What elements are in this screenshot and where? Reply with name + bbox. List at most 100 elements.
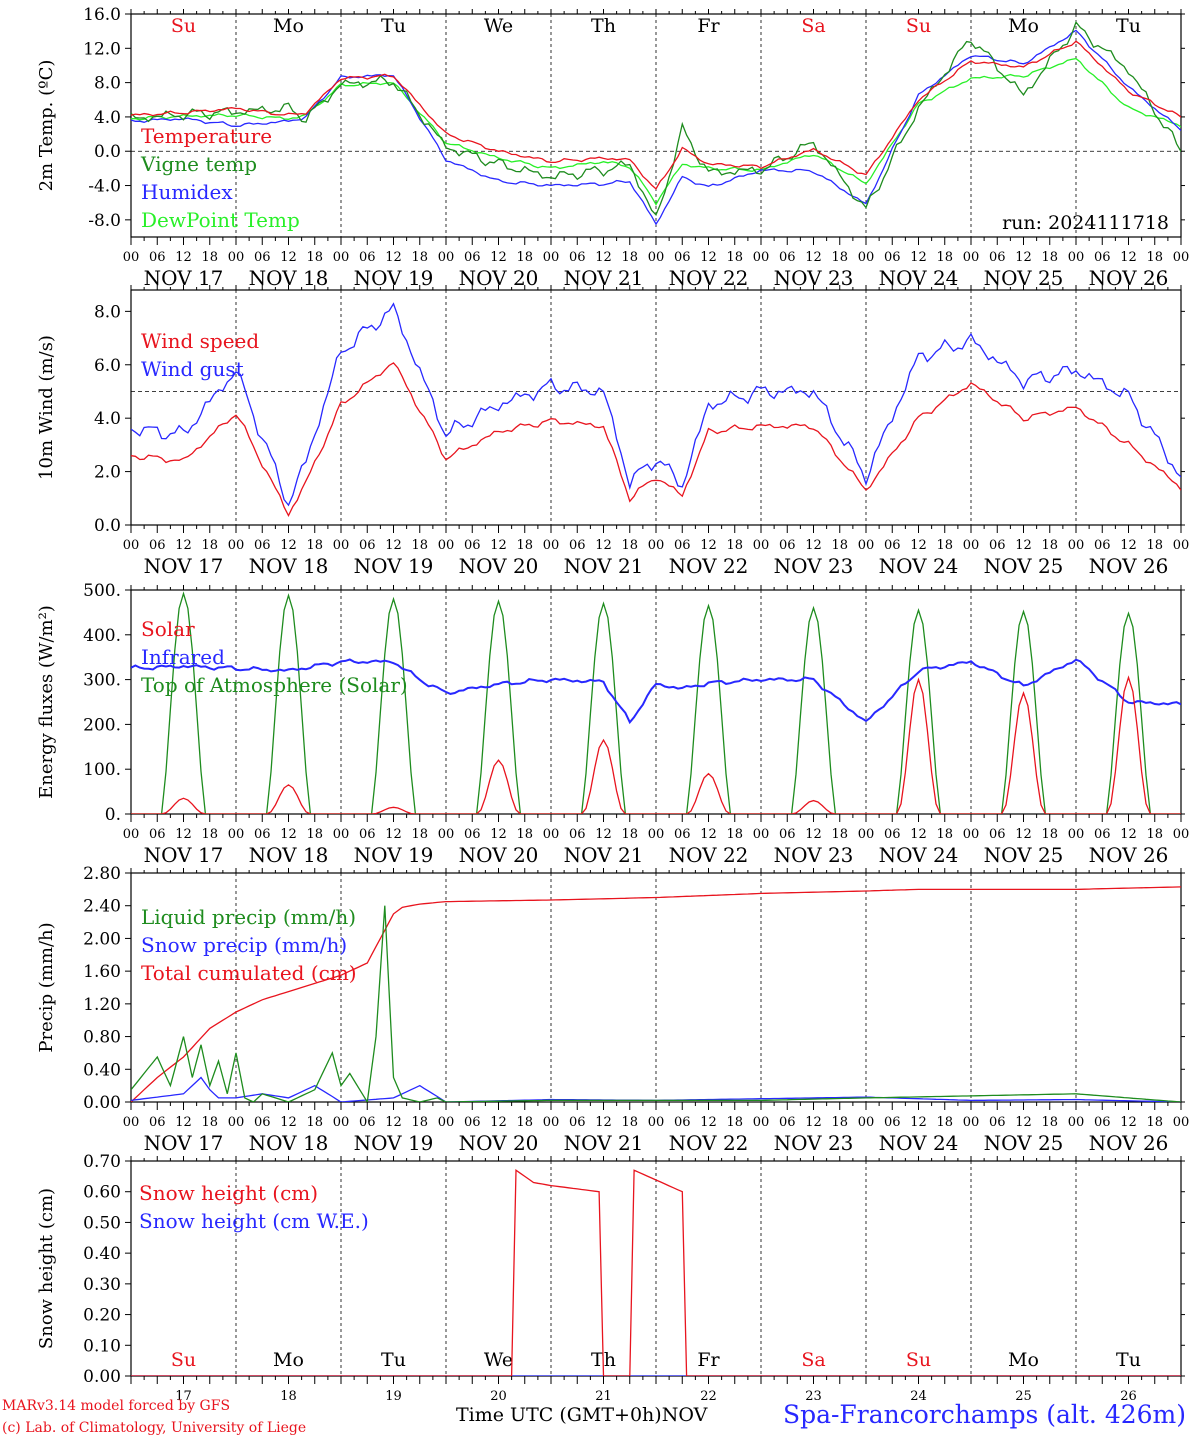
- hour-tick-label: 06: [989, 1115, 1006, 1130]
- y-axis-label: 10m Wind (m/s): [36, 335, 57, 480]
- hour-tick-label: 18: [201, 538, 218, 553]
- hour-tick-label: 18: [936, 827, 953, 842]
- hour-tick-label: 06: [569, 1115, 586, 1130]
- hour-tick-label: 06: [149, 1115, 166, 1130]
- day-number-label: 25: [1015, 1389, 1032, 1404]
- hour-tick-label: 12: [1120, 827, 1137, 842]
- hour-tick-label: 00: [543, 250, 560, 265]
- hour-tick-label: 06: [254, 827, 271, 842]
- hour-tick-label: 18: [306, 827, 323, 842]
- weekday-label: Tu: [1116, 15, 1141, 37]
- hour-tick-label: 00: [333, 538, 350, 553]
- hour-tick-label: 12: [280, 1115, 297, 1130]
- hour-tick-label: 00: [858, 1115, 875, 1130]
- weekday-label: Su: [171, 15, 196, 37]
- hour-tick-label: 00: [648, 250, 665, 265]
- hour-tick-label: 18: [1041, 1115, 1058, 1130]
- weekday-label: Sa: [801, 15, 825, 37]
- y-tick-label: 0.00: [83, 1093, 121, 1113]
- hour-tick-label: 00: [648, 1115, 665, 1130]
- date-label: NOV 20: [459, 554, 539, 578]
- hour-tick-label: 00: [1068, 250, 1085, 265]
- hour-tick-label: 00: [963, 1115, 980, 1130]
- hour-tick-label: 12: [385, 250, 402, 265]
- y-tick-label: 8.0: [94, 302, 121, 322]
- weekday-label: Tu: [381, 15, 406, 37]
- model-credit: MARv3.14 model forced by GFS: [2, 1398, 231, 1414]
- y-tick-label: 0.40: [83, 1244, 121, 1264]
- day-number-label: 20: [490, 1389, 507, 1404]
- series-line-snow-height-cm-: [131, 1168, 1181, 1376]
- hour-tick-label: 12: [280, 827, 297, 842]
- hour-tick-label: 06: [884, 827, 901, 842]
- hour-tick-label: 12: [1015, 827, 1032, 842]
- hour-tick-label: 12: [700, 1115, 717, 1130]
- hour-tick-label: 00: [333, 1115, 350, 1130]
- panel-1: 16.0 12.0 8.0 4.0 0.0 -4.0 -8.0 2m Temp. (ºC) 00…: [36, 5, 1189, 290]
- day-number-label: 24: [910, 1389, 927, 1404]
- hour-tick-label: 06: [359, 827, 376, 842]
- y-tick-label: 0.: [105, 805, 121, 825]
- series-line-infrared: [131, 658, 1181, 725]
- date-label: NOV 17: [144, 843, 224, 867]
- date-label: NOV 20: [459, 843, 539, 867]
- y-tick-label: 16.0: [83, 5, 121, 25]
- hour-tick-label: 00: [1173, 538, 1190, 553]
- hour-tick-label: 06: [149, 250, 166, 265]
- weekday-label: Fr: [697, 15, 720, 37]
- hour-tick-label: 00: [858, 827, 875, 842]
- weekday-label: Mo: [1008, 1349, 1039, 1371]
- hour-tick-label: 00: [858, 250, 875, 265]
- y-tick-label: 6.0: [94, 356, 121, 376]
- hour-tick-label: 06: [1094, 1115, 1111, 1130]
- hour-tick-label: 12: [385, 827, 402, 842]
- hour-tick-label: 06: [359, 538, 376, 553]
- hour-tick-label: 00: [1068, 1115, 1085, 1130]
- hour-tick-label: 00: [438, 1115, 455, 1130]
- hour-tick-label: 18: [621, 827, 638, 842]
- y-tick-label: 1.20: [83, 995, 121, 1015]
- weekday-label: Mo: [1008, 15, 1039, 37]
- hour-tick-label: 00: [1173, 827, 1190, 842]
- legend-entry: Snow precip (mm/h): [141, 933, 347, 957]
- date-label: NOV 26: [1089, 1131, 1169, 1155]
- day-number-label: 23: [805, 1389, 822, 1404]
- hour-tick-label: 12: [175, 1115, 192, 1130]
- hour-tick-label: 06: [989, 250, 1006, 265]
- hour-tick-label: 00: [648, 538, 665, 553]
- hour-tick-label: 06: [674, 538, 691, 553]
- hour-tick-label: 00: [438, 827, 455, 842]
- weekday-label: Mo: [273, 1349, 304, 1371]
- time-axis-label: Time UTC (GMT+0h)NOV: [456, 1404, 707, 1426]
- legend-entry: Temperature: [141, 124, 272, 148]
- hour-tick-label: 12: [1120, 1115, 1137, 1130]
- date-label: NOV 19: [354, 843, 434, 867]
- hour-tick-label: 18: [726, 538, 743, 553]
- y-tick-label: 2.00: [83, 929, 121, 949]
- hour-tick-label: 12: [595, 250, 612, 265]
- hour-tick-label: 06: [779, 1115, 796, 1130]
- day-number-label: 17: [175, 1389, 192, 1404]
- date-label: NOV 24: [879, 843, 959, 867]
- hour-tick-label: 12: [490, 538, 507, 553]
- hour-tick-label: 12: [490, 1115, 507, 1130]
- panel-2: 8.0 6.0 4.0 2.0 0.0 10m Wind (m/s) 00 06 12 18 00 0…: [36, 285, 1189, 578]
- hour-tick-label: 18: [1146, 827, 1163, 842]
- hour-tick-label: 06: [884, 1115, 901, 1130]
- hour-tick-label: 12: [910, 827, 927, 842]
- hour-tick-label: 00: [753, 250, 770, 265]
- legend-entry: Solar: [141, 617, 195, 641]
- hour-tick-label: 06: [569, 538, 586, 553]
- hour-tick-label: 12: [700, 538, 717, 553]
- y-axis-label: Snow height (cm): [36, 1188, 57, 1349]
- date-label: NOV 23: [774, 843, 854, 867]
- y-tick-label: 2.80: [83, 864, 121, 884]
- panel-3: 500. 400. 300. 200. 100. 0. Energy fluxes (W/m…: [36, 581, 1189, 867]
- hour-tick-label: 12: [910, 250, 927, 265]
- hour-tick-label: 12: [910, 1115, 927, 1130]
- y-tick-label: 0.40: [83, 1060, 121, 1080]
- hour-tick-label: 18: [936, 250, 953, 265]
- hour-tick-label: 00: [123, 538, 140, 553]
- hour-tick-label: 18: [201, 250, 218, 265]
